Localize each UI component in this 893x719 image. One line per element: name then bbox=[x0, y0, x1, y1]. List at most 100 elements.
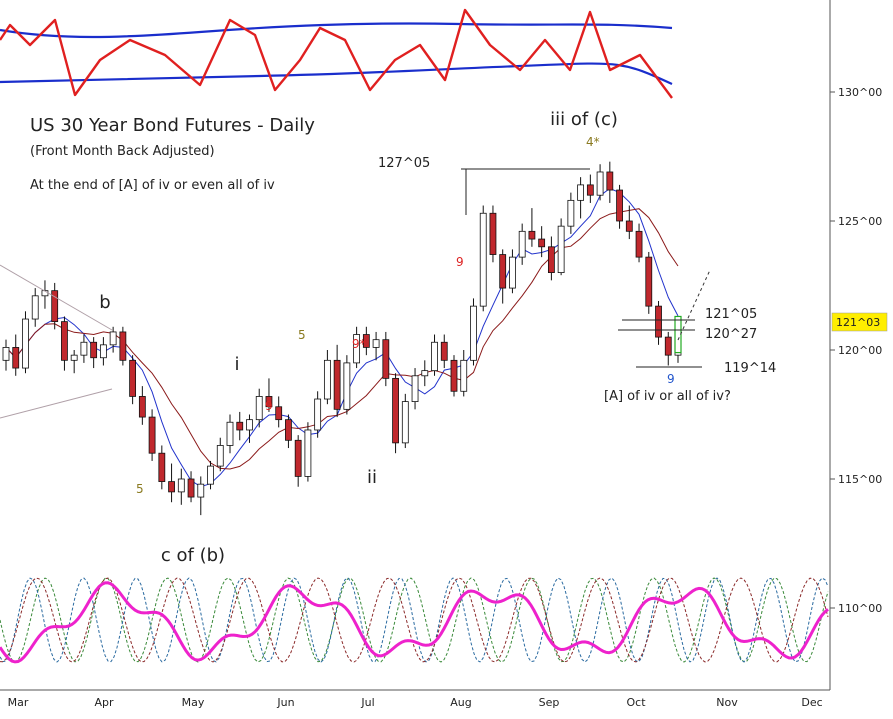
candle-body bbox=[382, 339, 390, 379]
candle-body bbox=[343, 362, 351, 410]
candle-body bbox=[557, 225, 565, 274]
candle-body bbox=[460, 359, 468, 392]
candle-body bbox=[323, 359, 331, 400]
candle-body bbox=[168, 481, 175, 493]
count-marker: 9 bbox=[265, 399, 273, 413]
candle-body bbox=[216, 445, 224, 467]
candle-body bbox=[421, 370, 429, 377]
oscillator-line bbox=[0, 8, 673, 99]
candle-body bbox=[538, 238, 546, 248]
current-price-label: 121^03 bbox=[836, 316, 880, 329]
price-level-label: 120^27 bbox=[705, 327, 757, 342]
candle-body bbox=[129, 359, 137, 397]
candle-body bbox=[90, 341, 98, 359]
candle-body bbox=[158, 452, 166, 482]
candle-body bbox=[528, 230, 536, 240]
wave-label: b bbox=[99, 292, 110, 313]
price-tick-label: 110^00 bbox=[838, 602, 882, 615]
count-marker: 9 bbox=[667, 372, 675, 386]
top-oscillator-panel bbox=[0, 8, 673, 99]
candle-body bbox=[635, 230, 643, 258]
candle-body bbox=[372, 339, 380, 348]
candle-body bbox=[664, 336, 672, 356]
candle-body bbox=[246, 419, 253, 431]
wave-label: ii bbox=[367, 467, 377, 488]
candle-body bbox=[2, 347, 10, 361]
month-label: Jun bbox=[276, 696, 294, 709]
candle-body bbox=[333, 359, 341, 410]
candle-body bbox=[294, 439, 302, 477]
upper-band-line bbox=[0, 22, 673, 39]
wave-label: c of (b) bbox=[161, 545, 225, 566]
candlestick-layer bbox=[2, 161, 682, 516]
candle-body bbox=[567, 199, 575, 227]
price-level-label: 121^05 bbox=[705, 307, 757, 322]
wedge-upper-line bbox=[0, 264, 113, 331]
candle-body bbox=[440, 341, 448, 361]
price-tick-label: 130^00 bbox=[838, 86, 882, 99]
candle-body bbox=[109, 331, 117, 346]
wave-label: iii of (c) bbox=[550, 109, 618, 130]
month-label: Sep bbox=[539, 696, 560, 709]
candle-body bbox=[187, 478, 195, 498]
projection-line bbox=[677, 269, 711, 341]
candle-body bbox=[411, 375, 419, 402]
time-axis: Mar Apr May Jun Jul Aug Sep Oct Nov Dec bbox=[8, 696, 823, 709]
count-marker: 9* bbox=[352, 337, 366, 351]
candle-body bbox=[353, 334, 361, 364]
candle-body bbox=[625, 220, 633, 232]
price-tick-label: 125^00 bbox=[838, 215, 882, 228]
month-label: Jul bbox=[360, 696, 374, 709]
candle-body bbox=[207, 465, 214, 485]
candle-body bbox=[606, 171, 614, 191]
candle-body bbox=[236, 421, 244, 431]
current-price-badge bbox=[831, 312, 888, 332]
candle-body bbox=[499, 254, 507, 289]
wave-label: i bbox=[234, 354, 239, 375]
bottom-cycle-panel bbox=[0, 577, 829, 664]
month-label: Mar bbox=[8, 696, 29, 709]
candle-body bbox=[470, 305, 477, 361]
candle-body bbox=[577, 184, 585, 201]
price-tick-label: 120^00 bbox=[838, 344, 882, 357]
cycle-line bbox=[0, 577, 829, 663]
candle-body bbox=[12, 347, 20, 369]
count-marker: 5 bbox=[298, 328, 306, 342]
candle-body bbox=[31, 295, 39, 320]
candle-body bbox=[61, 321, 68, 361]
candle-body bbox=[119, 331, 127, 361]
price-tick-label: 115^00 bbox=[838, 473, 882, 486]
candle-body bbox=[314, 398, 322, 431]
main-cycle-line bbox=[0, 581, 829, 664]
candle-body bbox=[655, 305, 662, 338]
candle-body bbox=[197, 483, 205, 498]
moving-average-line bbox=[5, 208, 679, 470]
candle-body bbox=[80, 341, 88, 356]
candle-body bbox=[616, 189, 623, 222]
candle-body bbox=[450, 359, 458, 392]
month-label: Apr bbox=[94, 696, 114, 709]
chart-title: US 30 Year Bond Futures - Daily bbox=[30, 115, 315, 136]
wave-label: [A] of iv or all of iv? bbox=[604, 389, 731, 404]
candle-body bbox=[51, 290, 59, 323]
candle-body bbox=[547, 246, 555, 274]
candle-body bbox=[226, 421, 234, 446]
candle-body bbox=[255, 396, 263, 421]
candle-body bbox=[392, 377, 399, 444]
candle-body bbox=[596, 171, 604, 196]
candle-body bbox=[362, 334, 370, 348]
candle-body bbox=[586, 184, 594, 196]
moving-average-line bbox=[5, 187, 679, 488]
current-candle bbox=[674, 315, 682, 354]
candle-body bbox=[177, 478, 185, 493]
candle-body bbox=[489, 212, 497, 255]
candle-body bbox=[509, 256, 516, 289]
candle-body bbox=[275, 406, 283, 421]
wedge-lower-line bbox=[0, 388, 113, 419]
candle-body bbox=[99, 344, 107, 359]
price-axis: 130^00 125^00 120^00 115^00 110^00 121^0… bbox=[830, 86, 888, 615]
month-label: Dec bbox=[801, 696, 822, 709]
count-marker: 9 bbox=[456, 255, 464, 269]
chart-comment: At the end of [A] of iv or even all of i… bbox=[30, 178, 275, 193]
